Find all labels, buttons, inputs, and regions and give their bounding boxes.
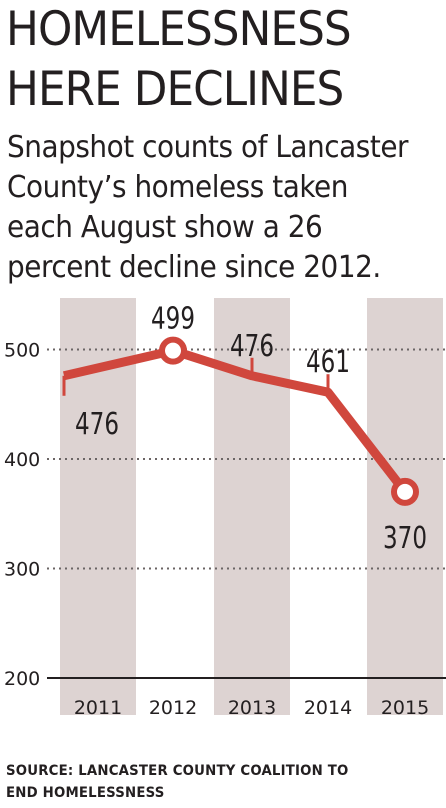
title-line-1: HOMELESSNESS xyxy=(6,2,352,57)
x-tick-label-2014: 2014 xyxy=(304,697,352,719)
line-chart: 200 300 400 500 2011 2012 2013 2014 2015 476 499… xyxy=(4,298,446,719)
data-labels: 476 499 476 461 370 xyxy=(75,302,427,556)
x-tick-label-2011: 2011 xyxy=(74,697,122,719)
y-tick-label-500: 500 xyxy=(4,340,40,362)
point-marker-2012 xyxy=(159,336,187,365)
x-axis-tick-labels: 2011 2012 2013 2014 2015 xyxy=(74,697,429,719)
series-line-group xyxy=(62,336,419,506)
subtitle-line-3: each August show a 26 xyxy=(7,210,323,245)
point-marker-2015 xyxy=(391,477,419,506)
source-line-1: SOURCE: LANCASTER COUNTY COALITION TO xyxy=(6,763,349,779)
y-tick-label-300: 300 xyxy=(4,559,40,581)
y-axis-tick-labels: 200 300 400 500 xyxy=(4,340,40,691)
data-label-2015: 370 xyxy=(383,521,427,556)
x-tick-label-2015: 2015 xyxy=(381,697,429,719)
y-tick-label-200: 200 xyxy=(4,668,40,690)
gridlines xyxy=(47,348,446,679)
y-tick-label-400: 400 xyxy=(4,449,40,471)
source-line-2: END HOMELESSNESS xyxy=(6,785,165,801)
subtitle-line-1: Snapshot counts of Lancaster xyxy=(7,130,409,165)
source-note: SOURCE: LANCASTER COUNTY COALITION TO EN… xyxy=(6,760,349,804)
data-label-2012: 499 xyxy=(151,302,195,337)
x-tick-label-2013: 2013 xyxy=(228,697,276,719)
subtitle-line-4: percent decline since 2012. xyxy=(7,250,381,285)
data-label-2013: 476 xyxy=(230,329,274,364)
x-tick-label-2012: 2012 xyxy=(149,697,197,719)
chart-subtitle: Snapshot counts of Lancaster County’s ho… xyxy=(7,128,408,288)
title-line-2: HERE DECLINES xyxy=(6,62,344,117)
subtitle-line-2: County’s homeless taken xyxy=(7,170,348,205)
chart-title: HOMELESSNESS HERE DECLINES xyxy=(6,0,352,120)
data-label-2014: 461 xyxy=(306,345,350,380)
data-label-2011: 476 xyxy=(75,407,119,442)
column-band-2015 xyxy=(367,298,443,715)
